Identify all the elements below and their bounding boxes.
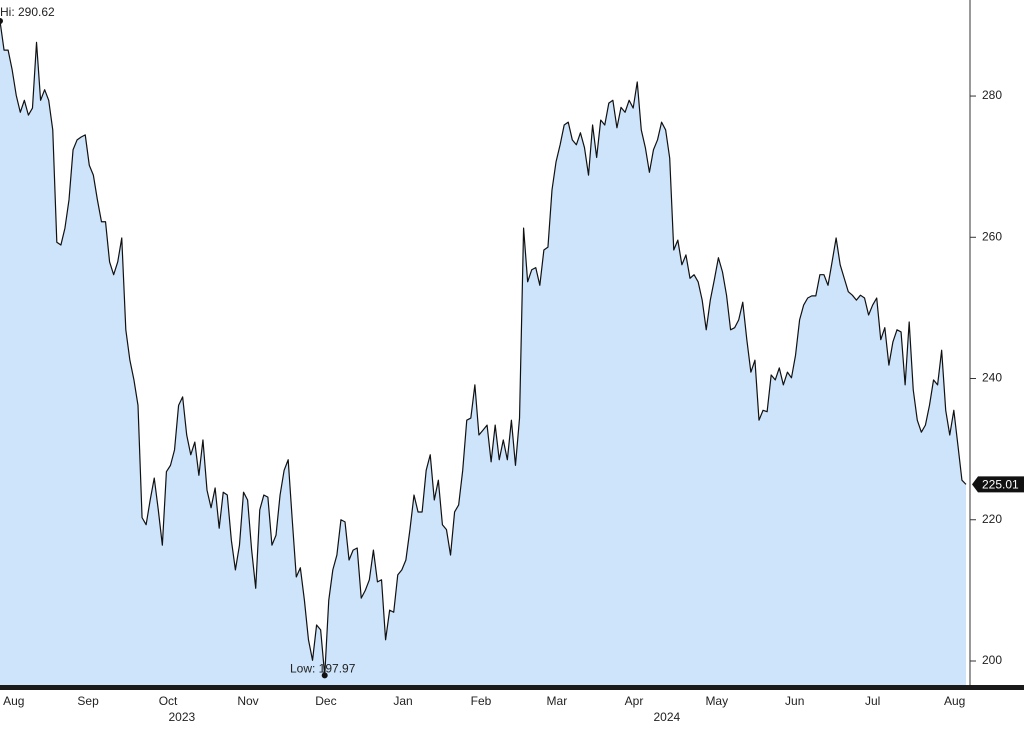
- x-tick-label: Aug: [944, 694, 965, 708]
- x-tick-label: Oct: [159, 694, 178, 708]
- line: [0, 20, 967, 676]
- labels: 200 220 240 260 280 Aug Sep Oct Nov Dec Jan Feb Mar A…: [0, 5, 1024, 724]
- y-tick-label: 220: [982, 512, 1002, 526]
- y-tick-label: 240: [982, 371, 1002, 385]
- x-tick-label: Dec: [315, 694, 336, 708]
- x-tick-label: Nov: [237, 694, 258, 708]
- annotation-label: Low: 197.97: [290, 661, 356, 675]
- annotation-dot: [0, 18, 3, 25]
- y-tick-label: 260: [982, 229, 1002, 243]
- x-tick-label: May: [705, 694, 728, 708]
- y-tick-label: 200: [982, 653, 1002, 667]
- x-tick-label: Jun: [785, 694, 804, 708]
- x-tick-label: Jan: [393, 694, 412, 708]
- last-value-label: 225.01: [982, 478, 1019, 492]
- x-tick-label: Apr: [625, 694, 644, 708]
- x-tick-label: Jul: [865, 694, 880, 708]
- plot-area: [0, 20, 967, 686]
- y-tick-label: 280: [982, 88, 1002, 102]
- x-tick-label: Feb: [471, 694, 492, 708]
- year-label: 2023: [168, 710, 195, 724]
- x-tick-label: Sep: [77, 694, 99, 708]
- annotation-label: Hi: 290.62: [0, 5, 55, 19]
- x-axis-band: [0, 685, 1024, 690]
- annotation-dot: [321, 672, 328, 679]
- x-tick-label: Mar: [547, 694, 568, 708]
- year-label: 2024: [654, 710, 681, 724]
- x-tick-label: Aug: [3, 694, 24, 708]
- last-value-tag: [972, 476, 1024, 493]
